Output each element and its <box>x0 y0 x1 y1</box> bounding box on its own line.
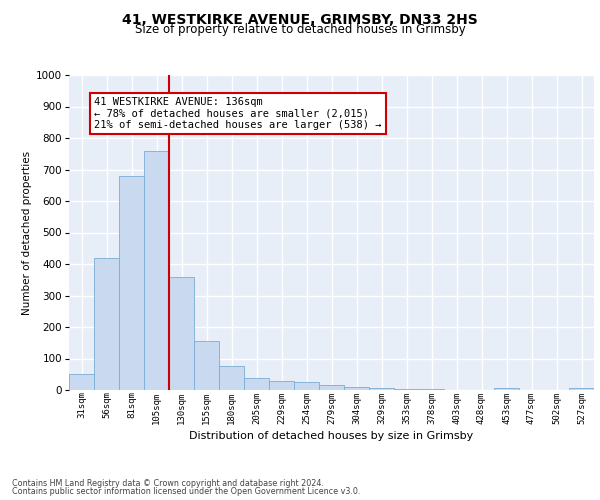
Bar <box>144 150 169 390</box>
Bar <box>344 387 369 390</box>
Bar <box>219 366 244 390</box>
Bar <box>169 276 194 390</box>
Text: 41 WESTKIRKE AVENUE: 136sqm
← 78% of detached houses are smaller (2,015)
21% of : 41 WESTKIRKE AVENUE: 136sqm ← 78% of det… <box>94 97 382 130</box>
Bar <box>69 374 94 390</box>
Bar <box>94 258 119 390</box>
Y-axis label: Number of detached properties: Number of detached properties <box>22 150 32 314</box>
Text: Size of property relative to detached houses in Grimsby: Size of property relative to detached ho… <box>134 22 466 36</box>
Bar <box>269 382 294 390</box>
X-axis label: Distribution of detached houses by size in Grimsby: Distribution of detached houses by size … <box>190 430 473 440</box>
Bar <box>319 386 344 390</box>
Bar <box>294 382 319 390</box>
Bar <box>394 389 419 390</box>
Bar <box>369 388 394 390</box>
Bar <box>244 378 269 390</box>
Bar <box>569 388 594 390</box>
Bar <box>119 176 144 390</box>
Text: Contains HM Land Registry data © Crown copyright and database right 2024.: Contains HM Land Registry data © Crown c… <box>12 478 324 488</box>
Text: 41, WESTKIRKE AVENUE, GRIMSBY, DN33 2HS: 41, WESTKIRKE AVENUE, GRIMSBY, DN33 2HS <box>122 12 478 26</box>
Bar <box>194 341 219 390</box>
Bar <box>494 388 519 390</box>
Text: Contains public sector information licensed under the Open Government Licence v3: Contains public sector information licen… <box>12 487 361 496</box>
